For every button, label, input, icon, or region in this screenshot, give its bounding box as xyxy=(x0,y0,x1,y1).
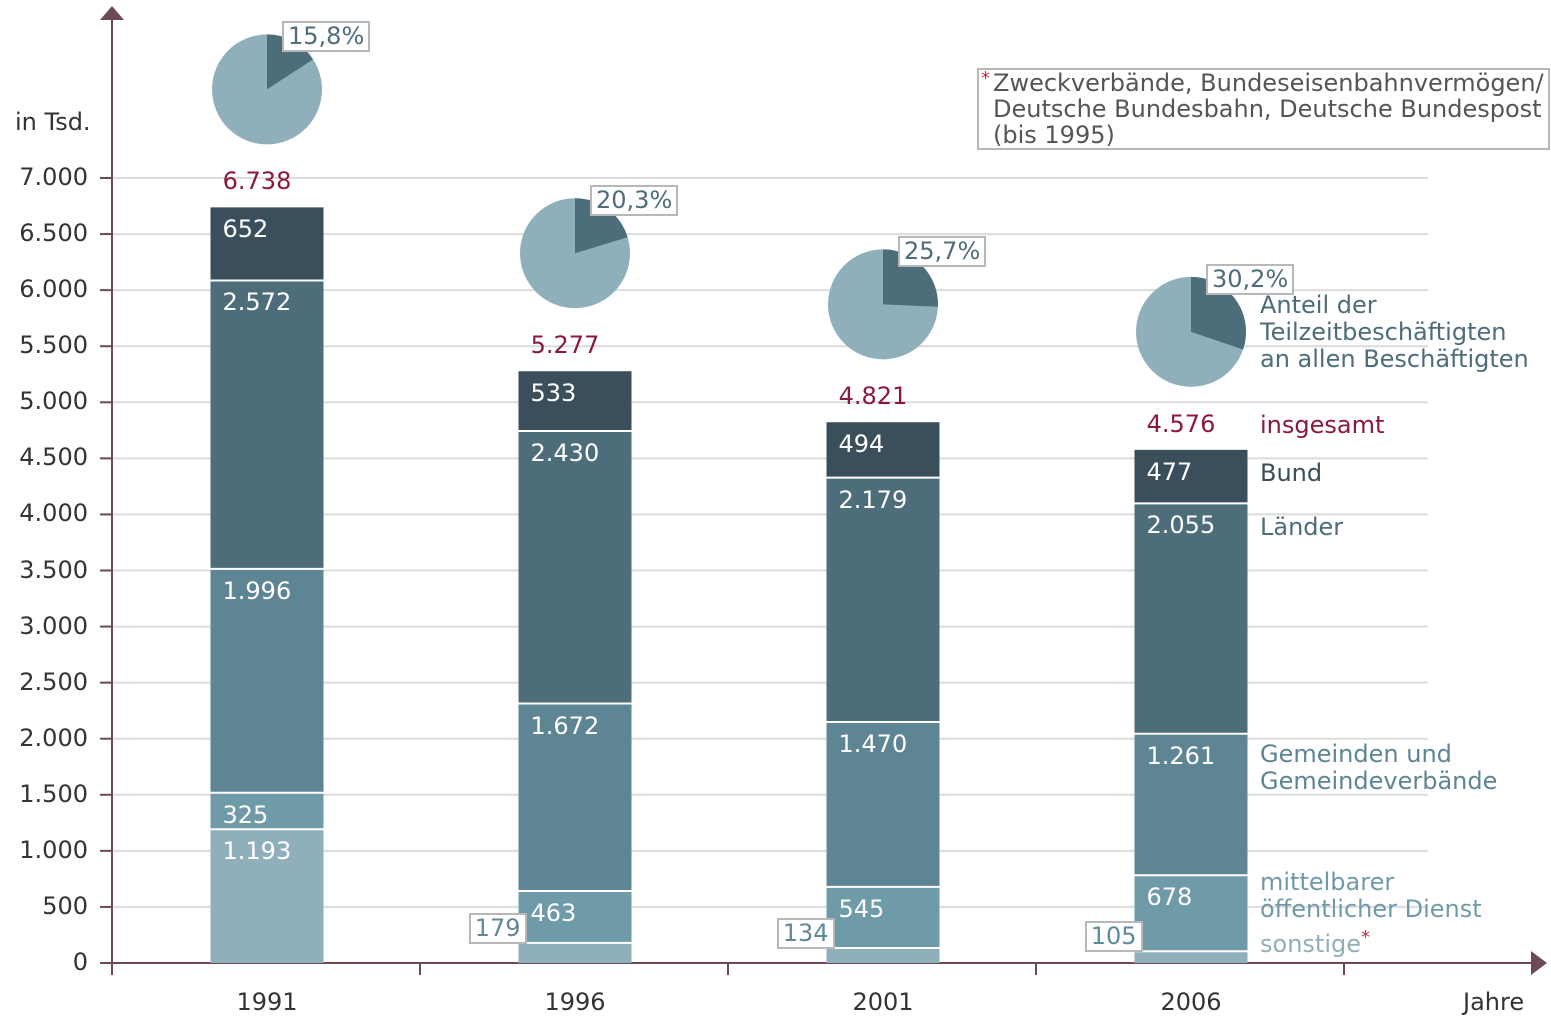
pie-label: 15,8% xyxy=(282,21,371,53)
bar-segment xyxy=(210,568,324,793)
y-tick-label: 1.500 xyxy=(19,779,88,808)
legend-label: Länder xyxy=(1260,513,1344,541)
y-tick-label: 2.000 xyxy=(19,723,88,752)
value-label: 678 xyxy=(1146,883,1193,912)
bar-segment xyxy=(518,942,632,963)
legend-label: Gemeinden und Gemeindeverbände xyxy=(1260,740,1498,795)
bar-segment xyxy=(210,792,324,830)
bar-segment xyxy=(1134,951,1248,963)
y-tick-label: 6.000 xyxy=(19,275,88,304)
y-tick-label: 5.000 xyxy=(19,387,88,416)
pie-slice xyxy=(883,249,938,307)
y-tick-label: 5.500 xyxy=(19,331,88,360)
bar-segment xyxy=(518,703,632,892)
bar-segment xyxy=(210,280,324,569)
pie-slice xyxy=(1191,276,1247,350)
bar-segment xyxy=(826,477,940,723)
y-tick-label: 500 xyxy=(42,891,88,920)
bar-segment xyxy=(210,829,324,963)
value-label: 134 xyxy=(776,917,835,949)
value-label: 545 xyxy=(838,894,885,923)
value-label: 533 xyxy=(530,379,577,408)
bar-segment xyxy=(826,886,940,948)
y-tick-label: 6.500 xyxy=(19,219,88,248)
y-axis-label: in Tsd. xyxy=(15,108,91,136)
pie-label: 30,2% xyxy=(1206,263,1295,295)
bar-segment xyxy=(518,430,632,704)
bar-segment xyxy=(1134,733,1248,876)
value-label: 1.261 xyxy=(1146,741,1216,770)
footnote-text: Zweckverbände, Bundeseisenbahnvermögen/ … xyxy=(993,69,1544,149)
bar-segment xyxy=(1134,503,1248,734)
value-label: 325 xyxy=(222,800,269,829)
value-label: 2.179 xyxy=(838,485,908,514)
value-label: 477 xyxy=(1146,457,1193,486)
pie-label: 25,7% xyxy=(898,236,987,268)
x-tick-label: 2001 xyxy=(852,988,914,1016)
value-label: 2.430 xyxy=(530,438,600,467)
pie-legend: Anteil der Teilzeitbeschäftigten an alle… xyxy=(1260,291,1529,373)
value-label: 2.055 xyxy=(1146,511,1216,540)
x-axis-label: Jahre xyxy=(1463,988,1525,1016)
y-tick-label: 3.000 xyxy=(19,611,88,640)
value-label: 494 xyxy=(838,430,885,459)
bar-segment xyxy=(518,371,632,431)
bar-segment xyxy=(826,722,940,887)
value-label: 105 xyxy=(1084,921,1143,953)
y-tick-label: 4.000 xyxy=(19,499,88,528)
legend-label: mittelbarer öffentlicher Dienst xyxy=(1260,868,1482,923)
bar-segment xyxy=(1134,449,1248,504)
value-label: 1.672 xyxy=(530,711,600,740)
total-label: 4.576 xyxy=(1146,409,1216,438)
total-label: 5.277 xyxy=(530,331,600,360)
y-tick-label: 0 xyxy=(72,948,88,976)
total-label: 4.821 xyxy=(838,382,908,411)
legend-total: insgesamt xyxy=(1260,411,1385,439)
value-label: 1.470 xyxy=(838,730,908,758)
value-label: 179 xyxy=(468,912,527,944)
value-label: 1.193 xyxy=(222,837,292,866)
x-axis-arrow xyxy=(1531,951,1547,975)
bar-segment xyxy=(826,947,940,963)
footnote: * Zweckverbände, Bundeseisenbahnvermögen/… xyxy=(977,68,1550,150)
value-label: 2.572 xyxy=(222,288,292,317)
x-tick-label: 2006 xyxy=(1160,988,1222,1016)
y-tick-label: 1.000 xyxy=(19,835,88,864)
bar-segment xyxy=(826,422,940,478)
footnote-mark: * xyxy=(1360,927,1370,948)
y-tick-label: 3.500 xyxy=(19,555,88,584)
value-label: 463 xyxy=(530,899,577,927)
y-axis-arrow xyxy=(100,6,124,20)
legend-label: sonstige* xyxy=(1260,927,1370,958)
bar-segment xyxy=(210,207,324,281)
x-tick-label: 1996 xyxy=(544,988,606,1016)
pie-label: 20,3% xyxy=(590,185,679,217)
y-tick-label: 2.500 xyxy=(19,667,88,696)
value-label: 1.996 xyxy=(222,576,292,605)
footnote-mark: * xyxy=(981,68,990,89)
pie-slice xyxy=(575,198,628,254)
x-tick-label: 1991 xyxy=(236,988,298,1016)
total-label: 6.738 xyxy=(222,167,292,196)
y-tick-label: 4.500 xyxy=(19,443,88,472)
bar-segment xyxy=(518,891,632,943)
bar-segment xyxy=(1134,875,1248,952)
value-label: 652 xyxy=(222,215,269,244)
y-tick-label: 7.000 xyxy=(19,163,88,191)
legend-label: Bund xyxy=(1260,459,1323,487)
